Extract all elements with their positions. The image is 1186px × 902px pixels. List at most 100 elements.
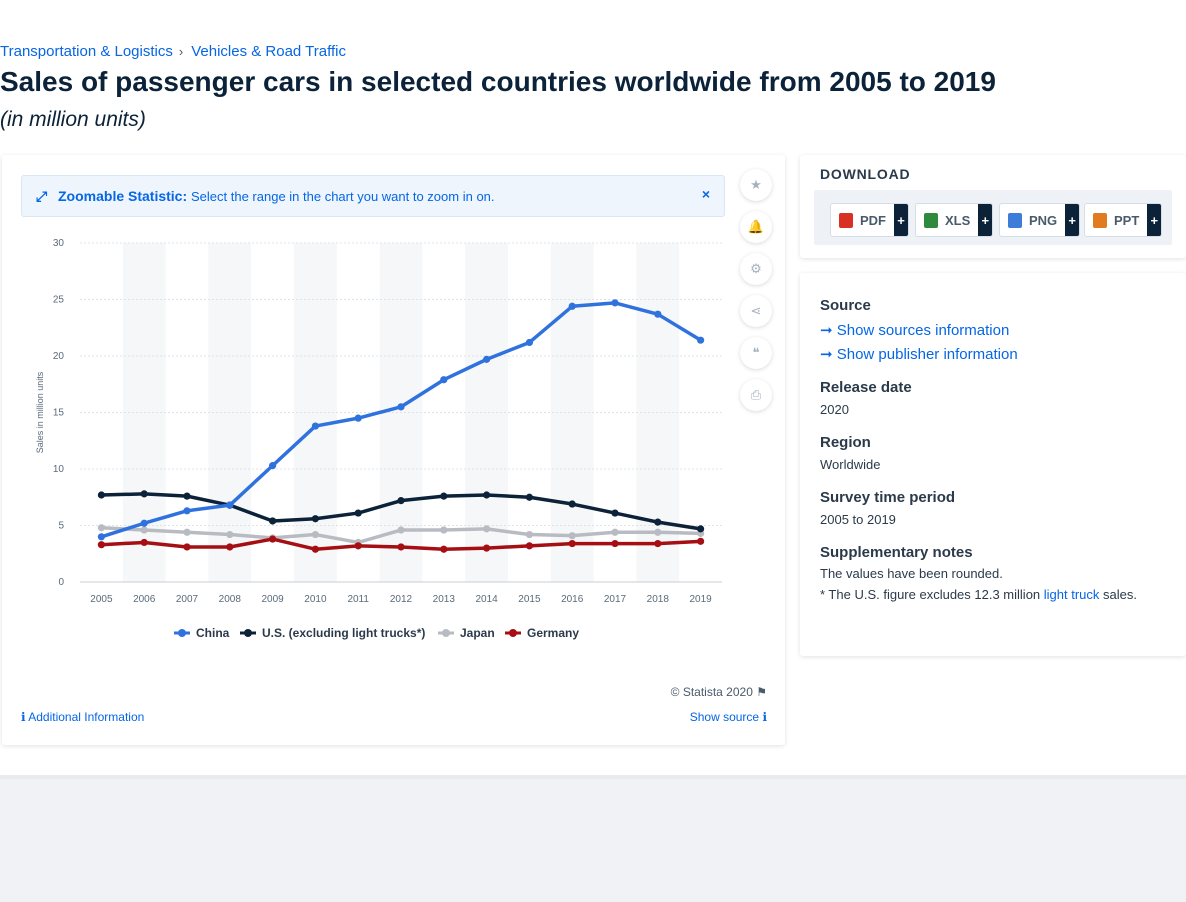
additional-information-link[interactable]: ℹ Additional Information <box>21 710 144 724</box>
info-card: Source ➞ Show sources information ➞ Show… <box>800 273 1186 656</box>
zoom-banner: ⤢ Zoomable Statistic: Select the range i… <box>21 175 725 217</box>
show-sources-link[interactable]: ➞ Show sources information <box>820 322 1010 339</box>
data-point <box>654 518 662 526</box>
close-icon[interactable]: × <box>701 186 710 202</box>
x-tick-label: 2008 <box>219 594 242 605</box>
x-tick-label: 2018 <box>647 594 670 605</box>
legend-swatch-marker <box>178 629 186 637</box>
show-publisher-link[interactable]: ➞ Show publisher information <box>820 346 1018 363</box>
data-point <box>654 528 662 536</box>
share-icon[interactable]: ⋖ <box>740 295 772 327</box>
data-point <box>568 539 576 548</box>
data-point <box>397 497 405 505</box>
y-tick-label: 25 <box>53 295 65 306</box>
x-tick-label: 2007 <box>176 594 199 605</box>
data-point <box>440 545 448 553</box>
note-us-suffix: sales. <box>1103 587 1138 602</box>
breadcrumb-item-vehicles[interactable]: Vehicles & Road Traffic <box>191 43 347 60</box>
light-truck-link[interactable]: light truck <box>1043 587 1100 602</box>
breadcrumb-item-transportation[interactable]: Transportation & Logistics <box>0 43 173 60</box>
release-date-label: Release date <box>820 379 912 396</box>
chart-tools: ★ 🔔 ⚙ ⋖ ❝ ⎙ <box>740 169 772 421</box>
x-tick-label: 2013 <box>433 594 456 605</box>
data-point <box>97 524 105 532</box>
survey-period-label: Survey time period <box>820 489 956 506</box>
breadcrumb: Transportation & Logistics › Vehicles & Ro… <box>0 43 346 60</box>
plus-icon: + <box>1065 204 1080 236</box>
copyright-text: © Statista 2020 <box>670 685 753 699</box>
legend-swatch-marker <box>244 629 252 637</box>
x-tick-label: 2012 <box>390 594 413 605</box>
plus-icon: + <box>978 204 993 236</box>
download-xls-label: XLS <box>945 212 971 228</box>
data-point <box>97 541 105 549</box>
bell-icon[interactable]: 🔔 <box>740 211 772 243</box>
x-tick-label: 2016 <box>561 594 584 605</box>
data-point <box>183 507 191 515</box>
print-icon[interactable]: ⎙ <box>740 379 772 411</box>
flag-icon[interactable]: ⚑ <box>756 685 767 699</box>
download-card: DOWNLOAD PDF + XLS + PNG + PPT + <box>800 155 1186 258</box>
download-pdf-button[interactable]: PDF + <box>830 203 909 237</box>
data-point <box>525 542 534 550</box>
x-tick-label: 2005 <box>90 594 113 605</box>
data-point <box>269 535 277 543</box>
note-rounded: The values have been rounded. <box>820 566 1003 581</box>
data-point <box>183 492 191 500</box>
data-point <box>440 492 448 500</box>
legend-swatch-marker <box>442 629 450 637</box>
zoom-banner-text: Select the range in the chart you want t… <box>191 189 495 204</box>
pdf-file-icon <box>839 212 853 228</box>
x-tick-label: 2015 <box>518 594 541 605</box>
plus-icon: + <box>1147 204 1162 236</box>
data-point <box>140 490 148 498</box>
xls-file-icon <box>924 212 938 228</box>
x-tick-label: 2014 <box>475 594 498 605</box>
data-point <box>483 491 491 499</box>
download-ppt-label: PPT <box>1114 212 1140 228</box>
download-xls-button[interactable]: XLS + <box>915 203 994 237</box>
info-icon: ℹ <box>21 710 26 724</box>
breadcrumb-separator: › <box>178 44 184 59</box>
y-tick-label: 20 <box>53 351 65 362</box>
download-ppt-button[interactable]: PPT + <box>1084 203 1163 237</box>
data-point <box>697 525 705 533</box>
y-axis-label: Sales in million units <box>35 371 45 453</box>
download-png-label: PNG <box>1029 212 1058 228</box>
data-point <box>654 310 662 318</box>
data-point <box>654 539 662 548</box>
download-buttons: PDF + XLS + PNG + PPT + <box>814 190 1172 245</box>
note-us-prefix: * The U.S. figure excludes 12.3 million <box>820 587 1041 602</box>
quote-icon[interactable]: ❝ <box>740 337 772 369</box>
png-file-icon <box>1008 212 1022 228</box>
note-us-figure: * The U.S. figure excludes 12.3 million … <box>820 584 1160 605</box>
data-point <box>440 526 448 534</box>
y-tick-label: 0 <box>58 577 64 588</box>
data-point <box>97 533 105 541</box>
show-source-link[interactable]: Show source ℹ <box>690 710 767 724</box>
zoom-banner-title: Zoomable Statistic: <box>58 188 188 204</box>
plus-icon: + <box>894 204 908 236</box>
gear-icon[interactable]: ⚙ <box>740 253 772 285</box>
footer-area <box>0 775 1186 902</box>
data-point <box>611 509 619 517</box>
data-point <box>611 528 619 536</box>
line-chart[interactable]: 0 5 10 15 20 25 30 2005 2006 2007 2008 2009 2010 2011… <box>2 225 732 655</box>
data-point <box>226 530 234 539</box>
data-point <box>397 403 405 411</box>
y-tick-label: 15 <box>53 408 65 419</box>
download-png-button[interactable]: PNG + <box>999 203 1081 237</box>
data-point <box>311 530 319 539</box>
legend-swatch-marker <box>509 629 517 637</box>
data-point <box>226 543 234 551</box>
data-point <box>397 543 405 551</box>
data-point <box>311 515 319 523</box>
data-point <box>697 537 705 545</box>
data-point <box>140 538 148 547</box>
page-subtitle: (in million units) <box>0 108 146 131</box>
data-point <box>183 528 191 536</box>
survey-period-value: 2005 to 2019 <box>820 512 896 527</box>
x-tick-label: 2009 <box>261 594 284 605</box>
star-icon[interactable]: ★ <box>740 169 772 201</box>
data-point <box>269 517 277 525</box>
